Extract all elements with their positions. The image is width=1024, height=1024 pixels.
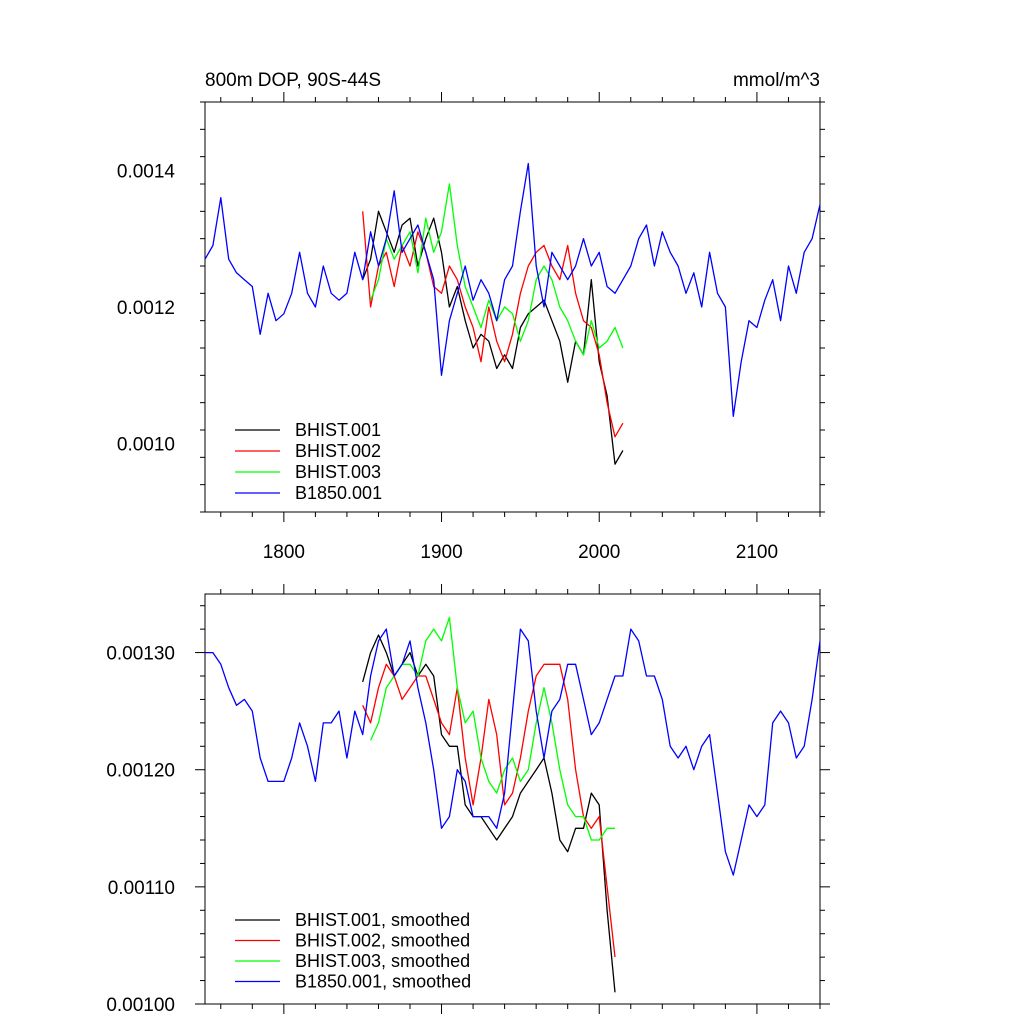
top-series xyxy=(204,162,821,465)
x-tick-label: 1800 xyxy=(263,542,305,563)
top-units: mmol/m^3 xyxy=(733,70,820,91)
top-title: 800m DOP, 90S-44S xyxy=(205,70,381,91)
series-line-1 xyxy=(362,634,616,993)
y-tick-label: 0.00110 xyxy=(108,878,175,899)
top-panel: 800m DOP, 90S-44S mmol/m^3 1800 1900 2000 2… xyxy=(117,70,825,563)
bottom-ticks: 0.00100 0.00110 0.00120 0.00130 xyxy=(106,584,830,1016)
y-tick-label: 0.00120 xyxy=(106,761,175,782)
top-plot-frame xyxy=(204,101,821,513)
bottom-series xyxy=(205,616,821,993)
series-line-2 xyxy=(362,663,616,958)
top-ticks: 1800 1900 2000 2100 0.0010 0.0012 0.0014 xyxy=(117,92,825,563)
x-tick-label: 2000 xyxy=(578,542,620,563)
series-line-4 xyxy=(205,628,821,876)
y-tick-label: 0.0010 xyxy=(117,435,175,456)
legend-label: BHIST.001 xyxy=(295,420,381,440)
legend-label: BHIST.002 xyxy=(295,441,381,461)
legend-label: BHIST.001, smoothed xyxy=(295,910,470,930)
x-tick-label: 2100 xyxy=(736,542,778,563)
y-tick-label: 0.00130 xyxy=(106,644,175,665)
series-line-3 xyxy=(370,616,615,841)
y-tick-label: 0.00100 xyxy=(106,995,175,1016)
series-line-3 xyxy=(369,183,624,356)
x-tick-label: 1900 xyxy=(420,542,462,563)
y-tick-label: 0.0014 xyxy=(117,161,176,182)
bottom-panel: 0.00100 0.00110 0.00120 0.00130 BHIST.001, … xyxy=(106,584,830,1016)
bottom-plot-frame xyxy=(204,593,821,1005)
series-line-2 xyxy=(362,211,624,438)
legend-label: BHIST.002, smoothed xyxy=(295,931,470,951)
series-line-4 xyxy=(204,162,821,417)
legend-label: B1850.001, smoothed xyxy=(295,972,471,992)
legend-label: B1850.001 xyxy=(295,483,382,503)
legend-label: BHIST.003 xyxy=(295,462,381,482)
legend-label: BHIST.003, smoothed xyxy=(295,951,470,971)
y-tick-label: 0.0012 xyxy=(117,298,175,319)
